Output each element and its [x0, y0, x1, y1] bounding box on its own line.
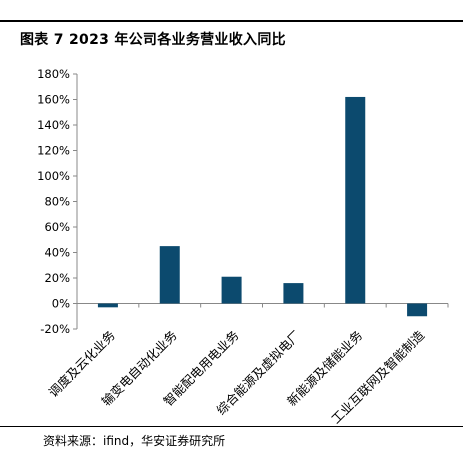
- y-tick-label: 140%: [37, 118, 70, 132]
- y-tick-label: -20%: [40, 322, 70, 336]
- bar: [345, 96, 366, 304]
- y-tick-label: 20%: [44, 271, 70, 285]
- figure-title: 图表 7 2023 年公司各业务营业收入同比: [20, 32, 286, 48]
- bar: [221, 276, 242, 304]
- y-tick-label: 80%: [44, 195, 70, 209]
- bar: [283, 283, 304, 304]
- y-tick-label: 0%: [52, 297, 70, 311]
- bar: [97, 303, 118, 308]
- y-tick-label: 180%: [37, 67, 70, 81]
- bar-chart: -20%0%20%40%60%80%100%120%140%160%180%调度…: [37, 67, 449, 427]
- y-tick-label: 40%: [44, 246, 70, 260]
- source-note: 资料来源：ifind，华安证券研究所: [43, 434, 226, 448]
- bar: [159, 246, 180, 304]
- bar: [407, 303, 428, 317]
- y-tick-label: 60%: [44, 220, 70, 234]
- y-tick-label: 120%: [37, 144, 70, 158]
- y-tick-label: 100%: [37, 169, 70, 183]
- source-rule: [0, 426, 463, 427]
- title-top-rule: [0, 20, 463, 22]
- y-tick-label: 160%: [37, 93, 70, 107]
